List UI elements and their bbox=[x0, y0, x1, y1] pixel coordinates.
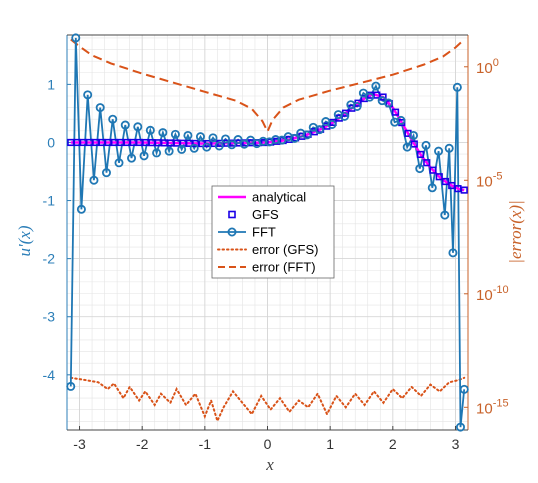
fft-marker bbox=[66, 381, 76, 391]
tick-labels: -3 -2 -1 0 1 2 3 1 0 -1 -2 -3 -4 100 10-5 10-10 10-15 bbox=[43, 57, 509, 452]
fft-marker bbox=[315, 125, 325, 135]
legend-label: FFT bbox=[252, 225, 276, 240]
fft-marker bbox=[415, 164, 425, 174]
fft-marker bbox=[145, 125, 155, 135]
fft-marker bbox=[448, 248, 458, 258]
fft-marker bbox=[108, 114, 118, 124]
fft-marker bbox=[358, 88, 368, 98]
fft-marker bbox=[402, 142, 412, 152]
y-axis-right-label: |error(x)| bbox=[506, 200, 525, 263]
gfs-marker bbox=[435, 173, 443, 181]
y-right-tick-label: 10-15 bbox=[476, 397, 509, 417]
gfs-marker bbox=[460, 186, 468, 194]
fft-marker bbox=[114, 158, 124, 168]
fft-marker bbox=[340, 111, 350, 121]
y-right-tick-label: 10-5 bbox=[476, 170, 502, 190]
fft-marker bbox=[427, 183, 437, 193]
error-gfs-line bbox=[69, 376, 466, 424]
legend-swatch-gfs bbox=[228, 210, 236, 219]
x-tick-label: 1 bbox=[326, 436, 334, 452]
fft-marker bbox=[76, 204, 86, 214]
fft-marker bbox=[455, 422, 465, 432]
x-tick-label: 3 bbox=[452, 436, 460, 452]
y-right-tick-label: 100 bbox=[476, 57, 499, 77]
fft-marker bbox=[452, 82, 462, 92]
gfs-marker bbox=[441, 177, 450, 186]
fft-marker bbox=[71, 33, 81, 43]
gfs-marker bbox=[410, 140, 418, 148]
fft-marker bbox=[189, 143, 199, 153]
error-fft-line bbox=[70, 38, 465, 134]
fft-marker bbox=[221, 134, 231, 144]
legend-label: error (FFT) bbox=[252, 260, 316, 275]
x-tick-label: -3 bbox=[73, 436, 86, 452]
legend: analytical GFS FFT error (GFS) error (FFT) bbox=[211, 185, 335, 279]
x-tick-label: 0 bbox=[264, 436, 272, 452]
fft-marker bbox=[95, 103, 105, 113]
x-tick-label: -2 bbox=[136, 436, 149, 452]
fft-marker bbox=[233, 135, 243, 145]
fft-marker bbox=[396, 115, 406, 125]
fft-marker bbox=[152, 148, 162, 158]
fft-marker bbox=[139, 151, 149, 161]
gfs-marker bbox=[423, 159, 431, 167]
legend-swatch-fft-marker bbox=[227, 227, 237, 237]
y-right-tick-label: 10-10 bbox=[476, 284, 509, 304]
fft-marker bbox=[164, 146, 174, 156]
fft-marker bbox=[227, 140, 237, 150]
legend-label: GFS bbox=[252, 207, 279, 222]
y-axis-left-label: u'(x) bbox=[15, 225, 34, 256]
series bbox=[66, 33, 469, 432]
gfs-marker bbox=[429, 166, 437, 174]
fft-marker bbox=[327, 119, 337, 129]
fft-marker bbox=[101, 168, 111, 178]
fft-marker bbox=[183, 130, 193, 140]
fft-marker bbox=[83, 90, 93, 100]
fft-marker bbox=[440, 210, 450, 220]
fft-marker bbox=[352, 101, 362, 111]
fft-marker bbox=[214, 141, 224, 151]
fft-marker bbox=[158, 128, 168, 138]
y-left-tick-label: 1 bbox=[47, 76, 55, 92]
legend-label: analytical bbox=[252, 190, 306, 205]
fft-marker bbox=[208, 133, 218, 143]
y-left-tick-label: -4 bbox=[43, 367, 56, 383]
fft-marker bbox=[127, 153, 137, 163]
fft-marker bbox=[170, 129, 180, 139]
gfs-marker bbox=[391, 108, 400, 116]
x-tick-label: 2 bbox=[389, 436, 397, 452]
y-left-tick-label: -3 bbox=[43, 309, 56, 325]
fft-marker bbox=[202, 142, 212, 152]
fft-marker bbox=[302, 130, 312, 140]
fft-marker bbox=[421, 140, 431, 150]
fft-marker bbox=[371, 81, 381, 91]
fft-marker bbox=[383, 98, 393, 108]
axes bbox=[66, 34, 469, 431]
x-axis-label: x bbox=[265, 455, 274, 474]
y-left-tick-label: -1 bbox=[43, 193, 56, 209]
fft-marker bbox=[177, 144, 187, 154]
fft-marker bbox=[239, 139, 249, 149]
fft-marker bbox=[444, 143, 454, 153]
fft-marker bbox=[434, 146, 444, 156]
legend-label: error (GFS) bbox=[252, 242, 318, 257]
fft-marker bbox=[133, 122, 143, 132]
fft-marker bbox=[289, 133, 299, 143]
x-tick-label: -1 bbox=[199, 436, 212, 452]
y-left-tick-label: -2 bbox=[43, 251, 56, 267]
fft-marker bbox=[459, 384, 469, 394]
fft-marker bbox=[120, 120, 130, 130]
fft-marker bbox=[89, 175, 99, 185]
y-left-tick-label: 0 bbox=[47, 134, 55, 150]
gfs-marker bbox=[416, 150, 425, 159]
fft-marker bbox=[408, 130, 418, 140]
fft-marker bbox=[365, 92, 375, 102]
fft-marker bbox=[195, 132, 205, 142]
